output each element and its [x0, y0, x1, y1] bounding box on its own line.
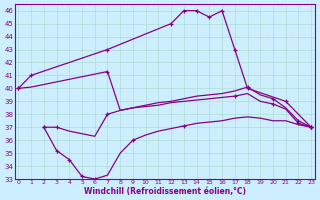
X-axis label: Windchill (Refroidissement éolien,°C): Windchill (Refroidissement éolien,°C) [84, 187, 246, 196]
